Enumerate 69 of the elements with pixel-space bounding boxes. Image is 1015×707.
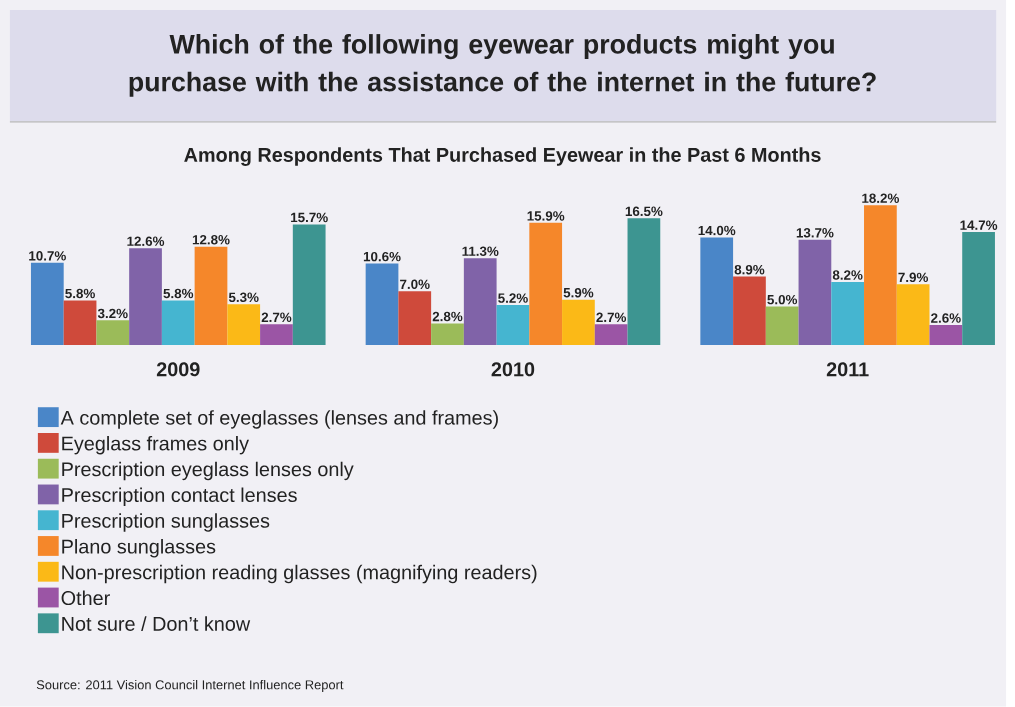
data-label: 2.8% bbox=[432, 311, 463, 322]
data-label: 2.6% bbox=[931, 313, 961, 323]
data-label: 11.3% bbox=[462, 246, 499, 257]
bar bbox=[627, 218, 661, 346]
data-label: 3.2% bbox=[97, 308, 128, 319]
bar bbox=[260, 324, 293, 346]
bar bbox=[864, 205, 897, 346]
bar bbox=[194, 246, 228, 346]
data-label: 7.0% bbox=[400, 279, 430, 290]
bar bbox=[30, 262, 64, 346]
legend-label: Other bbox=[61, 590, 110, 606]
legend-label: Non-prescription reading glasses (magnifying readers) bbox=[62, 564, 537, 584]
x-tick-label: 2011 bbox=[826, 362, 869, 377]
data-label: 16.5% bbox=[625, 206, 663, 217]
bar bbox=[733, 276, 766, 346]
data-label: 5.2% bbox=[498, 293, 528, 303]
bar bbox=[529, 222, 563, 346]
data-label: 8.2% bbox=[832, 270, 863, 280]
legend-label: Eyeglass frames only bbox=[62, 436, 249, 455]
legend-label: Prescription sunglasses bbox=[62, 513, 270, 532]
bar bbox=[431, 323, 464, 346]
data-label: 10.6% bbox=[363, 252, 401, 262]
data-label: 7.9% bbox=[898, 272, 929, 283]
data-label: 12.8% bbox=[192, 235, 230, 245]
data-label: 10.7% bbox=[29, 251, 66, 261]
bar bbox=[562, 299, 595, 346]
data-label: 14.0% bbox=[698, 225, 736, 236]
bar bbox=[161, 300, 195, 346]
data-label: 15.9% bbox=[527, 211, 565, 221]
bar bbox=[129, 248, 162, 346]
data-label: 15.7% bbox=[291, 212, 328, 223]
bar bbox=[896, 284, 930, 346]
legend-label: Plano sunglasses bbox=[62, 539, 216, 558]
x-tick-label: 2009 bbox=[156, 362, 200, 377]
bar bbox=[398, 291, 432, 346]
chart-subtitle: Among Respondents That Purchased Eyewear in the Past 6 Months bbox=[184, 147, 821, 167]
legend-label: Not sure / Don’t know bbox=[62, 616, 251, 632]
chart-title: Which of the following eyewear products might you purchase with the assistance of the internet in the future? bbox=[129, 34, 876, 97]
data-label: 12.6% bbox=[127, 236, 165, 247]
bar bbox=[765, 306, 799, 346]
bar bbox=[798, 239, 832, 346]
data-label: 5.3% bbox=[228, 292, 259, 303]
bar bbox=[292, 224, 326, 346]
data-label: 14.7% bbox=[960, 220, 998, 231]
bar bbox=[700, 237, 734, 346]
data-label: 5.9% bbox=[563, 288, 594, 298]
legend-label: Prescription eyeglass lenses only bbox=[62, 461, 354, 481]
bar bbox=[962, 232, 995, 346]
bar bbox=[463, 258, 497, 346]
bar bbox=[496, 305, 530, 346]
bar bbox=[929, 325, 963, 346]
bar bbox=[96, 320, 130, 346]
bar bbox=[63, 300, 97, 346]
data-label: 5.0% bbox=[767, 295, 798, 305]
x-tick-label: 2010 bbox=[491, 362, 535, 377]
legend-label: A complete set of eyeglasses (lenses and frames) bbox=[60, 410, 498, 429]
bar bbox=[594, 324, 628, 346]
data-label: 2.7% bbox=[261, 312, 292, 323]
bar bbox=[227, 304, 261, 346]
bar bbox=[831, 282, 865, 346]
data-label: 5.8% bbox=[65, 288, 95, 299]
data-label: 8.9% bbox=[734, 265, 765, 275]
data-label: 13.7% bbox=[796, 228, 834, 238]
data-label: 18.2% bbox=[862, 193, 900, 204]
data-label: 5.8% bbox=[163, 288, 194, 299]
source-note: Source: 2011 Vision Council Internet Influence Report bbox=[36, 680, 344, 693]
legend-label: Prescription contact lenses bbox=[62, 487, 297, 507]
bar bbox=[365, 263, 399, 346]
data-label: 2.7% bbox=[596, 312, 627, 323]
